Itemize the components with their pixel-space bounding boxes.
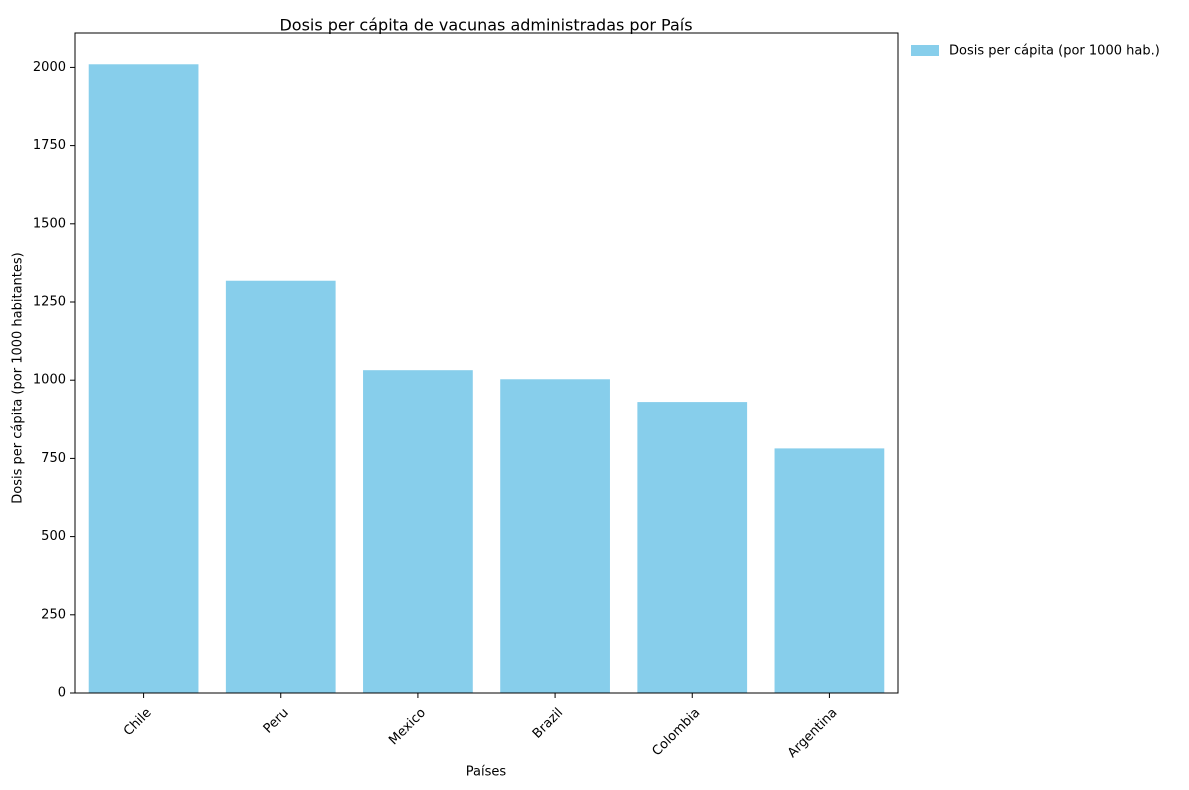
legend: Dosis per cápita (por 1000 hab.) <box>911 44 1160 59</box>
x-axis-label: Países <box>466 765 507 780</box>
bar-chile <box>88 64 199 693</box>
y-tick-label: 2000 <box>33 60 66 75</box>
x-tick-label-brazil: Brazil <box>530 705 566 741</box>
bar-argentina <box>774 448 885 693</box>
y-tick-label: 0 <box>58 686 66 701</box>
bar-mexico <box>363 370 473 693</box>
y-tick-label: 250 <box>41 607 66 622</box>
y-tick-label: 750 <box>41 451 66 466</box>
y-tick-label: 1000 <box>33 373 66 388</box>
y-tick-label: 1750 <box>33 138 66 153</box>
legend-label: Dosis per cápita (por 1000 hab.) <box>949 44 1160 59</box>
bar-colombia <box>637 402 748 693</box>
y-axis-label: Dosis per cápita (por 1000 habitantes) <box>11 252 26 503</box>
x-tick-label-peru: Peru <box>261 705 292 736</box>
bar-peru <box>225 280 336 693</box>
chart-title: Dosis per cápita de vacunas administrada… <box>279 16 692 35</box>
y-tick-label: 1500 <box>33 216 66 231</box>
x-tick-label-colombia: Colombia <box>649 705 703 759</box>
x-tick-label-argentina: Argentina <box>785 705 840 760</box>
bar-brazil <box>500 379 610 693</box>
plot-frame <box>74 32 899 694</box>
bars-layer <box>88 64 885 693</box>
x-tick-label-chile: Chile <box>121 705 155 739</box>
x-tick-label-mexico: Mexico <box>386 705 429 748</box>
y-tick-label: 500 <box>41 529 66 544</box>
y-tick-label: 1250 <box>33 295 66 310</box>
legend-swatch <box>911 45 939 56</box>
